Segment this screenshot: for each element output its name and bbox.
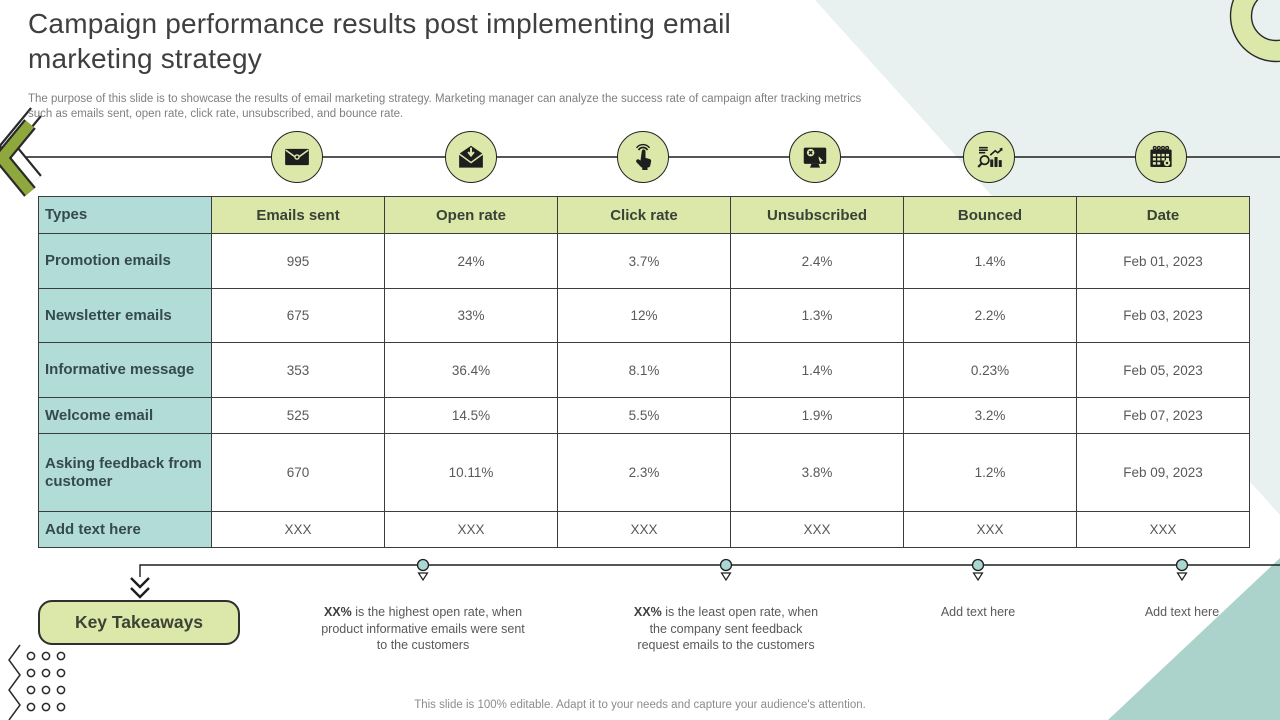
teal-triangle-bottom-right — [1108, 558, 1280, 720]
page-subtitle: The purpose of this slide is to showcase… — [28, 93, 862, 120]
col-header-emails-sent: Emails sent — [211, 196, 385, 234]
takeaway-note-2: XX% is the least open rate, when the com… — [628, 604, 824, 654]
cell-value: Feb 01, 2023 — [1076, 233, 1250, 289]
connector-markers — [416, 558, 1189, 582]
cell-value: Feb 07, 2023 — [1076, 397, 1250, 434]
col-header-date: Date — [1076, 196, 1250, 234]
cell-value: Feb 05, 2023 — [1076, 342, 1250, 398]
cell-value: Feb 09, 2023 — [1076, 433, 1250, 512]
cell-value: 2.3% — [557, 433, 731, 512]
cell-value: Feb 03, 2023 — [1076, 288, 1250, 343]
takeaway-note-4[interactable]: Add text here — [1112, 604, 1252, 621]
cell-value: 12% — [557, 288, 731, 343]
cell-value: 3.7% — [557, 233, 731, 289]
col-header-open-rate: Open rate — [384, 196, 558, 234]
key-takeaways-button[interactable]: Key Takeaways — [38, 600, 240, 645]
key-takeaways-label: Key Takeaways — [74, 612, 204, 632]
cell-placeholder[interactable]: XXX — [557, 511, 731, 548]
table-row: Promotion emails 995 24% 3.7% 2.4% 1.4% … — [38, 233, 1250, 289]
cell-value: 1.2% — [903, 433, 1077, 512]
cell-placeholder[interactable]: XXX — [730, 511, 904, 548]
row-type-label: Welcome email — [38, 397, 212, 434]
email-sent-icon — [271, 131, 323, 183]
left-chevron-icon — [0, 107, 42, 197]
table-row: Informative message 353 36.4% 8.1% 1.4% … — [38, 342, 1250, 398]
note-text: is the least open rate, when the company… — [637, 605, 819, 652]
cell-placeholder[interactable]: XXX — [384, 511, 558, 548]
cell-value: 5.5% — [557, 397, 731, 434]
cell-value: 3.2% — [903, 397, 1077, 434]
date-calendar-icon — [1135, 131, 1187, 183]
note-highlight: XX% — [633, 605, 662, 619]
editable-footer-note: This slide is 100% editable. Adapt it to… — [414, 699, 866, 711]
table-row: Welcome email 525 14.5% 5.5% 1.9% 3.2% F… — [38, 397, 1250, 434]
row-type-label: Informative message — [38, 342, 212, 398]
click-rate-icon — [617, 131, 669, 183]
cell-value: 1.4% — [903, 233, 1077, 289]
cell-value: 353 — [211, 342, 385, 398]
table-header-row: Types Emails sent Open rate Click rate U… — [38, 196, 1250, 234]
cell-value: 1.9% — [730, 397, 904, 434]
campaign-performance-table: Types Emails sent Open rate Click rate U… — [38, 196, 1250, 548]
note-highlight: XX% — [323, 605, 352, 619]
bounce-analytics-icon — [963, 131, 1015, 183]
cell-value: 14.5% — [384, 397, 558, 434]
cell-value: 0.23% — [903, 342, 1077, 398]
unsubscribe-icon — [789, 131, 841, 183]
takeaway-note-3[interactable]: Add text here — [908, 604, 1048, 621]
cell-value: 1.4% — [730, 342, 904, 398]
cell-value: 2.4% — [730, 233, 904, 289]
cell-placeholder[interactable]: XXX — [1076, 511, 1250, 548]
cell-value: 675 — [211, 288, 385, 343]
cell-value: 36.4% — [384, 342, 558, 398]
cell-value: 2.2% — [903, 288, 1077, 343]
col-header-bounced: Bounced — [903, 196, 1077, 234]
row-type-label: Asking feedback from customer — [38, 433, 212, 512]
zigzag-dots-ornament — [8, 644, 66, 720]
cell-value: 670 — [211, 433, 385, 512]
takeaway-note-1: XX% is the highest open rate, when produ… — [320, 604, 526, 654]
page-title: Campaign performance results post implem… — [28, 8, 731, 74]
table-row: Newsletter emails 675 33% 12% 1.3% 2.2% … — [38, 288, 1250, 343]
ring-ornament-icon — [1229, 0, 1280, 63]
row-type-label: Promotion emails — [38, 233, 212, 289]
cell-value: 8.1% — [557, 342, 731, 398]
note-text: is the highest open rate, when product i… — [321, 605, 525, 652]
cell-value: 995 — [211, 233, 385, 289]
cell-value: 3.8% — [730, 433, 904, 512]
cell-placeholder[interactable]: XXX — [211, 511, 385, 548]
cell-value: 33% — [384, 288, 558, 343]
note-text: Add text here — [940, 605, 1016, 619]
open-rate-icon — [445, 131, 497, 183]
cell-value: 10.11% — [384, 433, 558, 512]
cell-value: 525 — [211, 397, 385, 434]
table-row: Asking feedback from customer 670 10.11%… — [38, 433, 1250, 512]
takeaway-connector — [130, 564, 1280, 599]
col-header-unsubscribed: Unsubscribed — [730, 196, 904, 234]
note-text: Add text here — [1144, 605, 1220, 619]
row-type-label[interactable]: Add text here — [38, 511, 212, 548]
row-type-label: Newsletter emails — [38, 288, 212, 343]
cell-value: 1.3% — [730, 288, 904, 343]
cell-placeholder[interactable]: XXX — [903, 511, 1077, 548]
col-header-click-rate: Click rate — [557, 196, 731, 234]
cell-value: 24% — [384, 233, 558, 289]
table-row-placeholder: Add text here XXX XXX XXX XXX XXX XXX — [38, 511, 1250, 548]
col-header-types: Types — [38, 196, 212, 234]
